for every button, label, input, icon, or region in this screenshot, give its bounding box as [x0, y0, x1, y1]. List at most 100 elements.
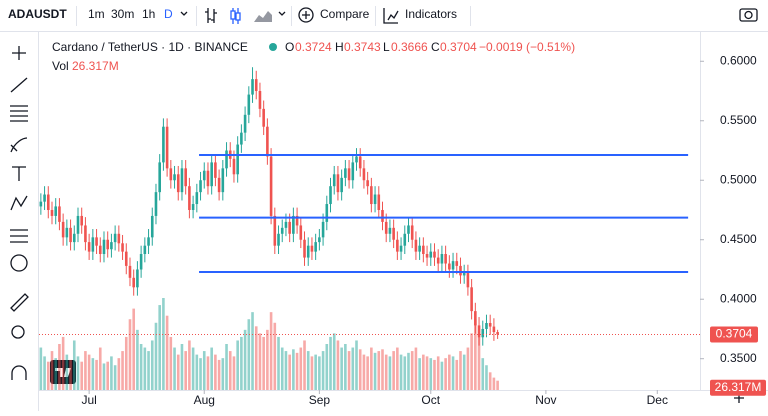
candle-body	[80, 215, 84, 226]
candle-body	[351, 162, 355, 181]
candle-body	[254, 79, 258, 92]
volume-bar	[459, 351, 462, 390]
interval[interactable]: 1m	[88, 7, 105, 21]
candle-body	[210, 162, 213, 187]
ruler-tool[interactable]	[10, 293, 29, 312]
volume-bar	[158, 305, 161, 390]
candle-body	[362, 168, 366, 181]
candle-body	[117, 233, 121, 244]
y-tick-label: 0.3500	[720, 351, 757, 365]
volume-bar	[110, 356, 113, 390]
candle-body	[485, 323, 488, 329]
volume-bar	[462, 354, 466, 390]
volume-bar	[80, 361, 84, 390]
candle-body	[306, 245, 310, 258]
volume-bar	[351, 347, 355, 390]
volume-bar	[288, 354, 291, 390]
volume-bar	[188, 340, 191, 390]
trend-line-tool[interactable]	[10, 77, 28, 93]
candle-body	[399, 245, 403, 252]
volume-bar	[392, 351, 395, 390]
interval-active[interactable]: D	[164, 7, 173, 21]
candle-body	[462, 273, 466, 276]
candle-body	[433, 251, 436, 258]
candle-body	[87, 242, 91, 252]
volume-bar	[39, 347, 43, 390]
candle-body	[392, 227, 395, 240]
volume-bar	[176, 354, 180, 390]
snapshot-icon[interactable]	[739, 8, 758, 22]
candle-body	[158, 162, 161, 193]
interval[interactable]: 30m	[111, 7, 134, 21]
compare-icon[interactable]	[298, 7, 314, 23]
volume-bar	[117, 358, 121, 390]
volume-bar	[329, 336, 332, 390]
volume-bar	[210, 347, 213, 390]
candle-body	[240, 132, 243, 145]
volume-value: 26.317M	[72, 59, 119, 73]
volume-bar	[254, 326, 258, 390]
text-tool[interactable]	[12, 166, 26, 181]
candle-body	[344, 168, 347, 178]
candle-body	[154, 192, 158, 216]
compare-button[interactable]: Compare	[320, 7, 370, 21]
zoom-tool[interactable]	[11, 325, 25, 339]
x-tick-label: Dec	[647, 393, 668, 407]
candle-body	[277, 233, 280, 246]
volume-bar	[217, 359, 221, 390]
candle-body	[217, 177, 221, 193]
candle-body	[110, 242, 113, 250]
volume-bar	[332, 333, 336, 390]
candle-body	[69, 227, 72, 243]
x-tick-label: Sep	[309, 393, 331, 407]
magnet-tool[interactable]	[11, 365, 27, 380]
volume-bar	[214, 354, 217, 390]
candle-body	[106, 239, 109, 250]
volume-bar	[448, 354, 451, 390]
prediction-tool[interactable]	[10, 229, 28, 243]
brush-tool[interactable]	[10, 137, 28, 153]
candle-body	[143, 245, 147, 255]
dropdown-icon[interactable]	[180, 11, 188, 16]
market-status	[269, 43, 277, 51]
volume-bar	[277, 336, 280, 390]
volume-bar	[169, 336, 173, 390]
volume-bar	[303, 340, 306, 390]
volume-bar	[314, 354, 317, 390]
volume-bar	[388, 356, 392, 390]
symbol[interactable]: ADAUSDT	[8, 7, 67, 21]
volume-bar	[262, 336, 265, 390]
candle-body	[199, 180, 202, 193]
volume-bar	[280, 347, 284, 390]
candle-body	[407, 225, 410, 234]
candle-body	[76, 215, 80, 234]
candle-icon-body	[235, 12, 241, 21]
icon-tool[interactable]	[10, 254, 28, 272]
candle-body	[243, 114, 247, 133]
candle-body	[444, 254, 447, 264]
bar-chart-icon[interactable]	[205, 8, 217, 23]
crosshair-tool[interactable]	[12, 46, 26, 60]
y-tick-label: 0.6000	[720, 53, 757, 67]
chart-title: Cardano / TetherUS · 1D · BINANCE	[52, 40, 248, 54]
indicators-button[interactable]: Indicators	[405, 7, 457, 21]
candle-body	[403, 233, 407, 246]
volume-bar	[95, 359, 98, 390]
area-icon[interactable]	[254, 11, 272, 22]
candle-body	[358, 156, 362, 169]
volume-bar	[184, 351, 187, 390]
dropdown-icon[interactable]	[278, 11, 286, 16]
volume-bar	[474, 319, 477, 390]
fib-tool[interactable]	[10, 105, 28, 122]
pattern-tool[interactable]	[10, 195, 28, 211]
ohlc-key: L	[383, 40, 390, 54]
volume-bar	[180, 344, 184, 390]
volume-bar	[436, 356, 440, 390]
candle-body	[50, 209, 54, 216]
candle-body	[180, 168, 184, 193]
volume-bar	[321, 351, 325, 390]
interval[interactable]: 1h	[142, 7, 155, 21]
volume-bar	[384, 354, 388, 390]
volume-bar	[106, 361, 109, 390]
indicators-icon[interactable]	[383, 8, 399, 24]
